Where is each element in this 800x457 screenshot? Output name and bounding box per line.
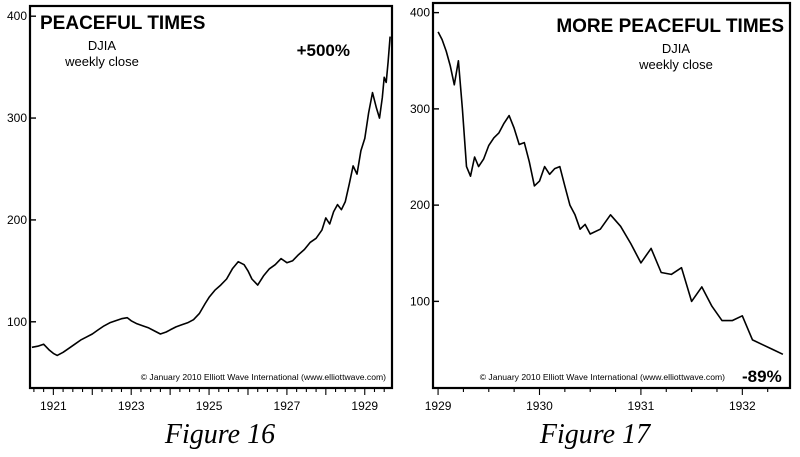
figure-caption: Figure 17 [539, 419, 651, 450]
copyright-credit: © January 2010 Elliott Wave Internationa… [141, 372, 386, 382]
chart-subtitle-line1: DJIA [88, 38, 117, 53]
x-tick-label: 1930 [526, 399, 553, 413]
y-tick-label: 200 [7, 213, 27, 227]
chart-subtitle-line2: weekly close [638, 57, 713, 72]
chart-title: MORE PEACEFUL TIMES [556, 16, 784, 37]
series-lines [437, 31, 784, 356]
x-tick-label: 1925 [196, 399, 223, 413]
percent-change-annotation: -89% [742, 367, 782, 386]
djia-series-line [437, 31, 784, 356]
x-tick-label: 1932 [729, 399, 756, 413]
plot-frame [431, 1, 792, 390]
x-tick-label: 1929 [425, 399, 452, 413]
axis-ticks: 100 200 300 400 1921 1923 1925 1927 1929 [7, 9, 385, 413]
x-tick-label: 1929 [351, 399, 378, 413]
chart-title: PEACEFUL TIMES [40, 13, 205, 34]
y-tick-label: 100 [410, 294, 430, 308]
figure-caption: Figure 16 [164, 419, 276, 450]
x-tick-label: 1923 [118, 399, 145, 413]
y-tick-label: 300 [7, 111, 27, 125]
series-lines [31, 36, 391, 357]
chart-more-peaceful-times: MORE PEACEFUL TIMES DJIA weekly close -8… [410, 1, 792, 413]
percent-change-annotation: +500% [297, 41, 350, 60]
chart-peaceful-times: PEACEFUL TIMES DJIA weekly close +500% ©… [7, 4, 394, 413]
copyright-credit: © January 2010 Elliott Wave Internationa… [480, 372, 725, 382]
y-tick-label: 300 [410, 102, 430, 116]
chart-subtitle-line1: DJIA [662, 41, 691, 56]
djia-series-line [31, 36, 391, 357]
y-tick-label: 400 [7, 9, 27, 23]
x-tick-label: 1931 [628, 399, 655, 413]
y-tick-label: 200 [410, 198, 430, 212]
x-tick-label: 1921 [40, 399, 67, 413]
y-tick-label: 100 [7, 315, 27, 329]
x-tick-label: 1927 [274, 399, 301, 413]
y-tick-label: 400 [410, 6, 430, 20]
plot-frame [28, 4, 394, 390]
axis-ticks: 100 200 300 400 1929 1930 1931 1932 [410, 6, 769, 413]
chart-subtitle-line2: weekly close [64, 54, 139, 69]
